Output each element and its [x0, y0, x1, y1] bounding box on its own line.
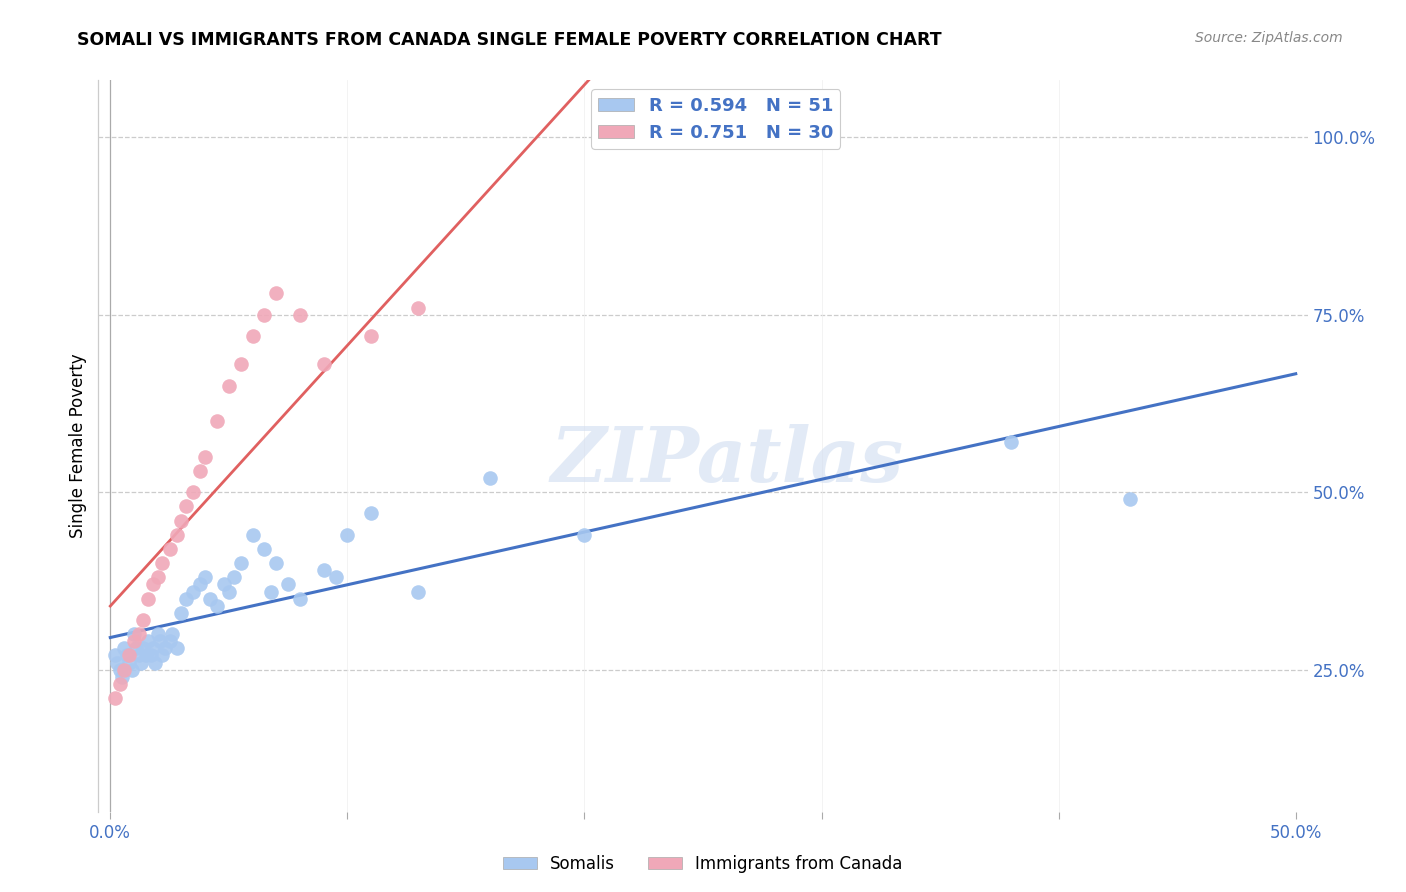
- Point: [229, 357, 252, 371]
- Point: [312, 563, 335, 577]
- Point: [222, 570, 245, 584]
- Text: SOMALI VS IMMIGRANTS FROM CANADA SINGLE FEMALE POVERTY CORRELATION CHART: SOMALI VS IMMIGRANTS FROM CANADA SINGLE …: [77, 31, 942, 49]
- Point: [229, 556, 252, 570]
- Point: [408, 584, 430, 599]
- Point: [114, 641, 136, 656]
- Point: [1000, 435, 1022, 450]
- Point: [194, 570, 217, 584]
- Legend: Somalis, Immigrants from Canada: Somalis, Immigrants from Canada: [496, 848, 910, 880]
- Point: [242, 329, 264, 343]
- Point: [132, 641, 155, 656]
- Point: [218, 584, 240, 599]
- Point: [160, 627, 183, 641]
- Point: [118, 648, 141, 663]
- Point: [142, 641, 165, 656]
- Point: [135, 648, 157, 663]
- Point: [143, 656, 166, 670]
- Point: [114, 663, 136, 677]
- Point: [408, 301, 430, 315]
- Point: [360, 329, 382, 343]
- Point: [108, 677, 131, 691]
- Point: [149, 634, 172, 648]
- Point: [205, 414, 228, 428]
- Point: [104, 691, 127, 706]
- Point: [136, 634, 159, 648]
- Point: [260, 584, 283, 599]
- Point: [152, 556, 174, 570]
- Point: [104, 648, 127, 663]
- Point: [108, 663, 131, 677]
- Point: [105, 656, 128, 670]
- Point: [253, 308, 276, 322]
- Point: [174, 500, 197, 514]
- Point: [166, 641, 188, 656]
- Point: [122, 634, 145, 648]
- Point: [139, 648, 162, 663]
- Point: [152, 648, 174, 663]
- Point: [288, 591, 311, 606]
- Point: [170, 514, 193, 528]
- Point: [574, 528, 596, 542]
- Point: [325, 570, 347, 584]
- Point: [598, 130, 620, 145]
- Point: [1119, 492, 1142, 507]
- Point: [336, 528, 359, 542]
- Point: [181, 485, 204, 500]
- Point: [170, 606, 193, 620]
- Point: [146, 627, 169, 641]
- Point: [118, 656, 141, 670]
- Point: [153, 641, 176, 656]
- Point: [205, 599, 228, 613]
- Legend: R = 0.594   N = 51, R = 0.751   N = 30: R = 0.594 N = 51, R = 0.751 N = 30: [591, 89, 841, 149]
- Point: [159, 541, 181, 556]
- Point: [312, 357, 335, 371]
- Point: [212, 577, 235, 591]
- Point: [264, 556, 287, 570]
- Point: [128, 648, 150, 663]
- Point: [360, 507, 382, 521]
- Point: [166, 528, 188, 542]
- Point: [253, 541, 276, 556]
- Point: [277, 577, 299, 591]
- Point: [190, 464, 212, 478]
- Point: [159, 634, 181, 648]
- Point: [288, 308, 311, 322]
- Point: [609, 130, 631, 145]
- Point: [478, 471, 501, 485]
- Point: [142, 577, 165, 591]
- Point: [136, 591, 159, 606]
- Point: [122, 627, 145, 641]
- Point: [242, 528, 264, 542]
- Point: [146, 570, 169, 584]
- Point: [218, 378, 240, 392]
- Point: [132, 613, 155, 627]
- Point: [129, 656, 152, 670]
- Point: [181, 584, 204, 599]
- Point: [121, 663, 143, 677]
- Point: [125, 641, 148, 656]
- Point: [194, 450, 217, 464]
- Point: [264, 286, 287, 301]
- Point: [198, 591, 221, 606]
- Text: Source: ZipAtlas.com: Source: ZipAtlas.com: [1195, 31, 1343, 45]
- Y-axis label: Single Female Poverty: Single Female Poverty: [69, 354, 87, 538]
- Point: [128, 627, 150, 641]
- Point: [174, 591, 197, 606]
- Point: [115, 648, 138, 663]
- Text: ZIPatlas: ZIPatlas: [551, 424, 904, 498]
- Point: [111, 670, 134, 684]
- Point: [190, 577, 212, 591]
